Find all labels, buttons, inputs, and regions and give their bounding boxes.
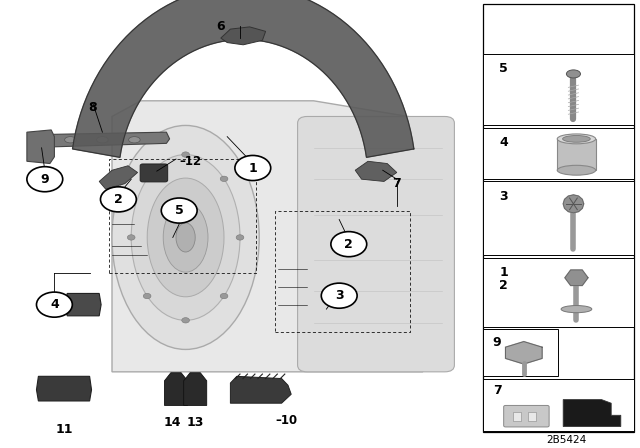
Ellipse shape	[557, 134, 596, 144]
Ellipse shape	[563, 135, 590, 142]
Ellipse shape	[112, 125, 259, 349]
Circle shape	[321, 283, 357, 308]
Text: 4: 4	[499, 136, 508, 149]
Bar	[528, 412, 536, 421]
Polygon shape	[112, 101, 448, 372]
Text: 2: 2	[499, 279, 508, 292]
Bar	[483, 128, 634, 179]
Ellipse shape	[176, 223, 195, 252]
Text: 1: 1	[499, 266, 508, 279]
Ellipse shape	[220, 176, 228, 181]
Text: 9: 9	[493, 336, 501, 349]
Text: 11: 11	[55, 422, 73, 436]
Circle shape	[27, 167, 63, 192]
Text: 3: 3	[335, 289, 344, 302]
Bar	[513, 412, 521, 421]
Ellipse shape	[143, 176, 151, 181]
Text: –10: –10	[275, 414, 298, 427]
Text: –12: –12	[179, 155, 202, 168]
Text: 3: 3	[499, 190, 508, 202]
Polygon shape	[230, 376, 291, 403]
Text: 14: 14	[164, 415, 182, 429]
Ellipse shape	[561, 306, 592, 313]
Ellipse shape	[236, 235, 244, 240]
Text: 9: 9	[40, 172, 49, 186]
Polygon shape	[99, 166, 138, 189]
Bar	[483, 54, 634, 125]
Ellipse shape	[129, 137, 140, 143]
Ellipse shape	[182, 318, 189, 323]
Text: 7: 7	[392, 177, 401, 190]
Text: 8: 8	[88, 101, 97, 114]
Text: 4: 4	[50, 298, 59, 311]
Ellipse shape	[127, 235, 135, 240]
Polygon shape	[65, 293, 101, 316]
Polygon shape	[27, 130, 54, 164]
Text: 2: 2	[344, 237, 353, 251]
Circle shape	[36, 292, 72, 317]
Text: 2: 2	[114, 193, 123, 206]
Circle shape	[235, 155, 271, 181]
Circle shape	[161, 198, 197, 223]
Text: 1: 1	[248, 161, 257, 175]
Bar	[483, 181, 634, 255]
Ellipse shape	[131, 155, 240, 320]
Text: 6: 6	[216, 20, 225, 34]
Ellipse shape	[163, 202, 208, 272]
Bar	[483, 258, 634, 327]
Polygon shape	[221, 27, 266, 45]
Polygon shape	[563, 195, 584, 213]
Polygon shape	[164, 373, 188, 405]
Text: 13: 13	[186, 415, 204, 429]
Polygon shape	[184, 373, 207, 405]
Ellipse shape	[147, 178, 224, 297]
Polygon shape	[506, 341, 542, 364]
Polygon shape	[355, 161, 397, 181]
FancyBboxPatch shape	[504, 405, 549, 427]
Circle shape	[331, 232, 367, 257]
Text: 5: 5	[499, 62, 508, 75]
Polygon shape	[36, 376, 92, 401]
Ellipse shape	[97, 137, 108, 143]
Text: 5: 5	[175, 204, 184, 217]
Polygon shape	[72, 0, 414, 157]
Bar	[483, 4, 634, 432]
Ellipse shape	[143, 293, 151, 299]
Circle shape	[100, 187, 136, 212]
Text: 7: 7	[493, 384, 502, 397]
FancyBboxPatch shape	[298, 116, 454, 372]
FancyBboxPatch shape	[140, 164, 168, 182]
Ellipse shape	[566, 70, 580, 78]
Polygon shape	[38, 132, 170, 147]
Text: 2B5424: 2B5424	[546, 435, 586, 445]
Bar	[483, 329, 558, 376]
Ellipse shape	[65, 137, 76, 143]
Bar	[483, 379, 634, 431]
Bar	[557, 139, 596, 170]
Ellipse shape	[220, 293, 228, 299]
Ellipse shape	[557, 165, 596, 175]
Ellipse shape	[182, 152, 189, 157]
Polygon shape	[563, 400, 621, 426]
Polygon shape	[565, 270, 588, 285]
